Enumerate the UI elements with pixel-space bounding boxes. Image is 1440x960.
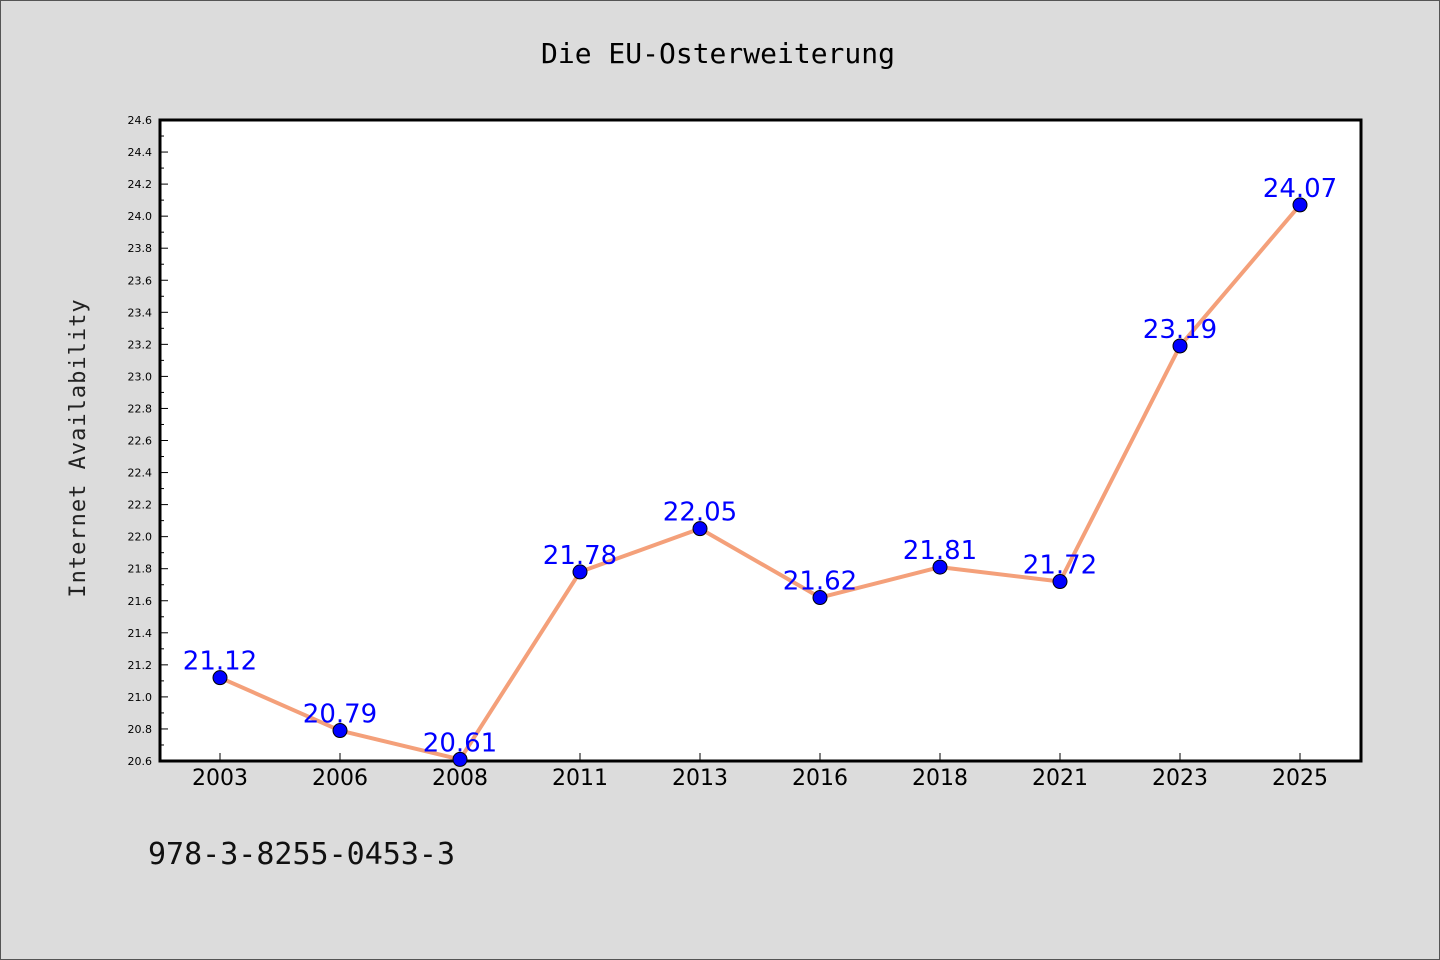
data-point (1052, 574, 1068, 590)
y-tick-label: 24.4 (128, 146, 153, 159)
data-label: 23.19 (1143, 315, 1217, 345)
data-point (692, 521, 708, 537)
x-tick-label: 2025 (1272, 766, 1328, 791)
x-tick-label: 2023 (1152, 766, 1208, 791)
plot-area (158, 118, 1363, 763)
y-tick-label: 22.0 (128, 531, 153, 544)
data-label: 20.79 (303, 700, 377, 730)
data-point (452, 751, 468, 767)
data-point (1172, 338, 1188, 354)
y-tick-label: 22.8 (128, 402, 153, 415)
y-tick-label: 21.6 (128, 595, 153, 608)
x-tick-label: 2008 (432, 766, 488, 791)
x-tick-label: 2013 (672, 766, 728, 791)
y-tick-label: 21.2 (128, 659, 153, 672)
series-lines (218, 202, 1302, 762)
data-point (212, 670, 228, 686)
data-label: 21.62 (783, 567, 857, 597)
y-axis-label: Internet Availability (66, 298, 91, 597)
y-tick-label: 21.0 (128, 691, 153, 704)
y-tick-label: 22.4 (128, 467, 153, 480)
y-tick-label: 22.2 (128, 499, 153, 512)
x-tick-label: 2021 (1032, 766, 1088, 791)
chart-title: Die EU-Osterweiterung (541, 37, 895, 70)
data-point (932, 559, 948, 575)
data-point (1292, 197, 1308, 213)
y-tick-label: 23.8 (128, 242, 153, 255)
x-tick-label: 2006 (312, 766, 368, 791)
y-tick-label: 24.0 (128, 210, 153, 223)
series-line (218, 202, 1302, 762)
y-tick-label: 21.4 (128, 627, 153, 640)
data-label: 21.81 (903, 536, 977, 566)
data-point (812, 590, 828, 606)
x-tick-label: 2011 (552, 766, 608, 791)
y-axis: 20.6 20.8 21.0 21.2 21.4 21.6 21.8 22.0 22.2 22.4… (128, 114, 168, 768)
data-label: 24.07 (1263, 174, 1337, 204)
y-tick-label: 20.6 (128, 755, 153, 768)
data-label: 21.12 (183, 647, 257, 677)
data-point (332, 723, 348, 739)
y-tick-label: 23.4 (128, 306, 153, 319)
x-tick-label: 2016 (792, 766, 848, 791)
y-tick-label: 22.6 (128, 435, 153, 448)
data-point (572, 564, 588, 580)
y-tick-label: 23.0 (128, 370, 153, 383)
y-tick-label: 24.6 (128, 114, 153, 127)
y-tick-label: 20.8 (128, 723, 153, 736)
footer-isbn: 978-3-8255-0453-3 (148, 837, 455, 872)
data-label: 22.05 (663, 498, 737, 528)
data-label: 21.78 (543, 541, 617, 571)
x-tick-label: 2018 (912, 766, 968, 791)
x-tick-label: 2003 (192, 766, 248, 791)
y-tick-label: 21.8 (128, 563, 153, 576)
data-label: 21.72 (1023, 551, 1097, 581)
y-tick-label: 23.2 (128, 338, 153, 351)
y-tick-label: 23.6 (128, 274, 153, 287)
y-tick-label: 24.2 (128, 178, 153, 191)
data-label: 20.61 (423, 728, 497, 758)
data-labels: 21.12 20.79 20.61 21.78 22.05 21.62 21.81 21.72… (183, 174, 1337, 758)
x-axis: 2003 2006 2008 2011 2013 2016 2018 2021 2023 2025 (192, 753, 1328, 791)
data-points (212, 197, 1308, 767)
